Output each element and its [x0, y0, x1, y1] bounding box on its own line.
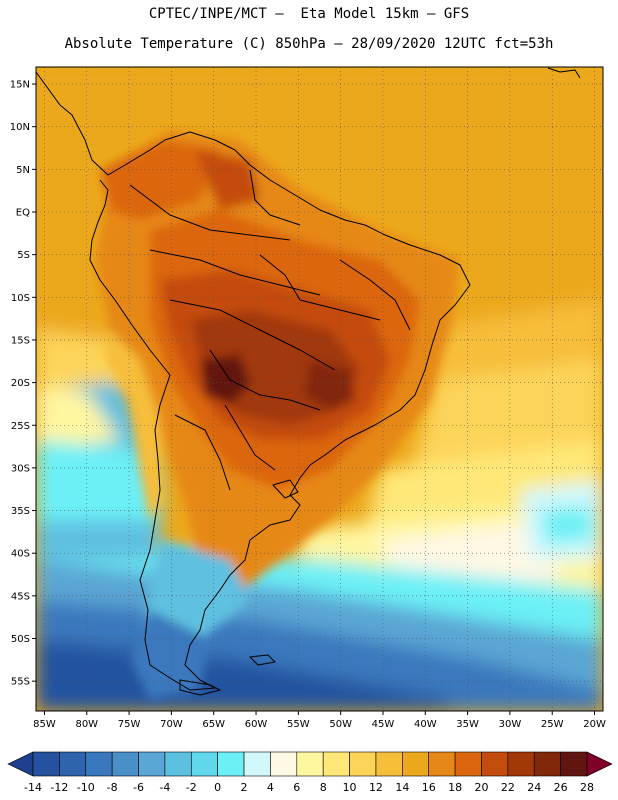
colorbar-level-label: 14	[395, 781, 409, 794]
longitude-labels: 85W 80W 75W 70W 65W 60W 55W 50W 45W 40W 35W 30W 25W 2…	[33, 719, 606, 730]
lon-tick-label: 55W	[287, 719, 310, 730]
lat-tick-label: 5N	[16, 165, 30, 176]
colorbar-min-arrow	[7, 751, 34, 777]
colorbar-level-label: -12	[50, 781, 68, 794]
chart-title-line-2: Absolute Temperature (C) 850hPa — 28/09/…	[64, 36, 554, 52]
colorbar-swatch	[243, 751, 271, 777]
longitude-ticks	[43, 711, 596, 715]
colorbar-swatch	[481, 751, 509, 777]
lon-tick-label: 60W	[245, 719, 268, 730]
colorbar-level-label: 10	[343, 781, 357, 794]
colorbar-level-label: 16	[422, 781, 436, 794]
colorbar-swatch	[296, 751, 324, 777]
colorbar-level-label: -2	[186, 781, 197, 794]
colorbar: -14 -12 -10 -8 -6 -4 -2 0 2 4 6 8 10 12 14 16 18 20 22 24 26…	[7, 751, 613, 794]
latitude-ticks	[32, 83, 36, 682]
colorbar-level-label: 6	[293, 781, 300, 794]
colorbar-level-label: -8	[107, 781, 118, 794]
lat-tick-label: 25S	[11, 421, 30, 432]
colorbar-level-label: 24	[527, 781, 541, 794]
lat-tick-label: 15S	[11, 335, 30, 346]
colorbar-swatch	[138, 751, 166, 777]
colorbar-level-label: 22	[501, 781, 515, 794]
colorbar-swatch	[164, 751, 192, 777]
colorbar-max-arrow	[586, 751, 613, 777]
lon-tick-label: 20W	[583, 719, 606, 730]
lat-tick-label: 30S	[11, 463, 30, 474]
colorbar-swatch	[507, 751, 535, 777]
colorbar-level-label: 0	[214, 781, 221, 794]
colorbar-level-label: 26	[554, 781, 568, 794]
colorbar-level-label: 20	[474, 781, 488, 794]
colorbar-swatch	[560, 751, 588, 777]
colorbar-swatch	[454, 751, 482, 777]
colorbar-level-label: 18	[448, 781, 462, 794]
lon-tick-label: 35W	[456, 719, 479, 730]
colorbar-level-label: 4	[267, 781, 274, 794]
lat-tick-label: 20S	[11, 378, 30, 389]
colorbar-level-label: 28	[580, 781, 594, 794]
lon-tick-label: 65W	[202, 719, 225, 730]
colorbar-swatch	[402, 751, 430, 777]
lat-tick-label: 55S	[11, 677, 30, 688]
colorbar-level-label: -4	[159, 781, 170, 794]
lon-tick-label: 80W	[75, 719, 98, 730]
lat-tick-label: 40S	[11, 549, 30, 560]
lat-tick-label: 35S	[11, 506, 30, 517]
lon-tick-label: 75W	[118, 719, 141, 730]
lat-tick-label: 50S	[11, 634, 30, 645]
colorbar-level-label: 2	[241, 781, 248, 794]
lon-tick-label: 70W	[160, 719, 183, 730]
colorbar-level-label: 12	[369, 781, 383, 794]
colorbar-swatch	[190, 751, 218, 777]
colorbar-swatch	[270, 751, 298, 777]
colorbar-swatch	[349, 751, 377, 777]
temperature-field	[36, 67, 603, 711]
map-frame	[35, 66, 604, 712]
colorbar-swatches	[7, 751, 613, 777]
lat-tick-label: 10N	[10, 122, 30, 133]
colorbar-swatch	[533, 751, 561, 777]
temperature-map: 15N 10N 5N EQ 5S 10S 15S 20S 25S 30S 35S 40S 45S 50S 5…	[10, 66, 606, 730]
colorbar-swatch	[111, 751, 139, 777]
colorbar-swatch	[59, 751, 87, 777]
colorbar-swatch	[85, 751, 113, 777]
chart-title-line-1: CPTEC/INPE/MCT — Eta Model 15km — GFS	[148, 6, 470, 22]
colorbar-swatch	[217, 751, 245, 777]
colorbar-level-label: -6	[133, 781, 144, 794]
colorbar-swatch	[375, 751, 403, 777]
colorbar-swatch	[32, 751, 60, 777]
colorbar-labels: -14 -12 -10 -8 -6 -4 -2 0 2 4 6 8 10 12 14 16 18 20 22 24 26…	[24, 781, 594, 794]
lat-tick-label: EQ	[16, 208, 30, 219]
lon-tick-label: 85W	[33, 719, 56, 730]
lon-tick-label: 45W	[372, 719, 395, 730]
lat-tick-label: 45S	[11, 591, 30, 602]
colorbar-swatch	[322, 751, 350, 777]
colorbar-level-label: -10	[77, 781, 95, 794]
lat-tick-label: 10S	[11, 293, 30, 304]
lat-tick-label: 5S	[17, 250, 30, 261]
lon-tick-label: 30W	[499, 719, 522, 730]
gridlines	[36, 67, 603, 711]
lon-tick-label: 25W	[541, 719, 564, 730]
lat-tick-label: 15N	[10, 80, 30, 91]
latitude-labels: 15N 10N 5N EQ 5S 10S 15S 20S 25S 30S 35S 40S 45S 50S 5…	[10, 80, 30, 688]
coastline	[36, 67, 581, 696]
lon-tick-label: 50W	[329, 719, 352, 730]
colorbar-level-label: 8	[320, 781, 327, 794]
colorbar-swatch	[428, 751, 456, 777]
colorbar-level-label: -14	[24, 781, 42, 794]
lon-tick-label: 40W	[414, 719, 437, 730]
